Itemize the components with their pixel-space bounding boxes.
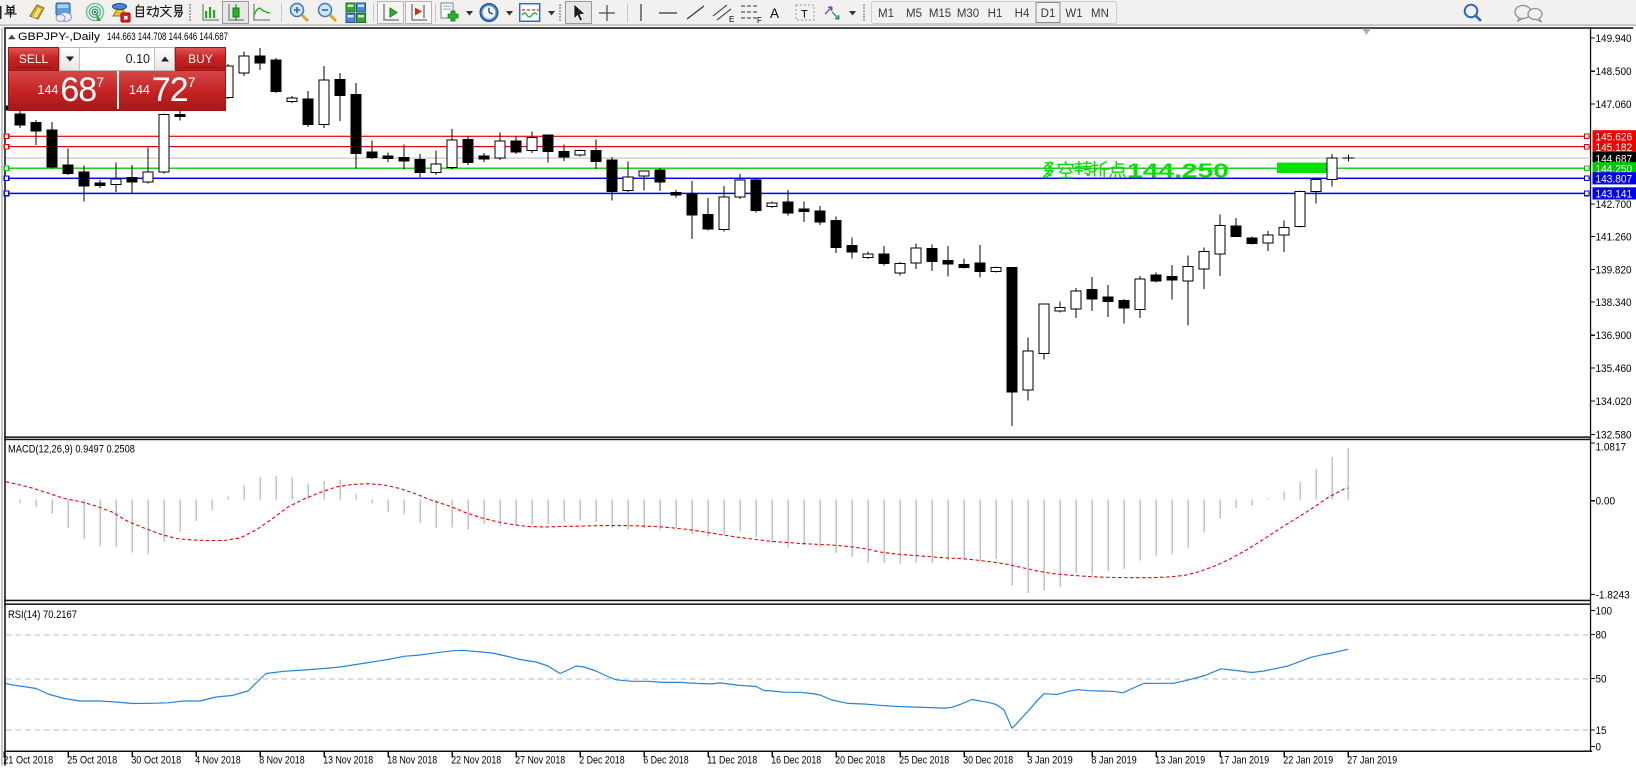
svg-text:0.00: 0.00 [1596,496,1616,508]
svg-text:144.663 144.708 144.646 144.68: 144.663 144.708 144.646 144.687 [107,31,228,43]
svg-text:-1.8243: -1.8243 [1596,589,1630,601]
svg-text:100: 100 [1596,606,1613,618]
svg-text:2 Dec 2018: 2 Dec 2018 [579,755,625,767]
svg-text:138.340: 138.340 [1596,297,1632,309]
svg-text:132.580: 132.580 [1596,429,1632,441]
svg-text:T: T [801,9,808,21]
svg-text:144.250: 144.250 [1127,160,1229,182]
svg-text:18 Nov 2018: 18 Nov 2018 [387,755,437,767]
svg-text:0: 0 [1596,741,1602,753]
svg-text:147.060: 147.060 [1596,99,1632,111]
svg-text:22 Nov 2018: 22 Nov 2018 [451,755,501,767]
svg-text:20 Dec 2018: 20 Dec 2018 [835,755,885,767]
svg-text:GBPJPY-,Daily: GBPJPY-,Daily [18,31,100,43]
svg-text:135.460: 135.460 [1596,363,1632,375]
svg-text:13 Jan 2019: 13 Jan 2019 [1155,755,1205,767]
svg-text:17 Jan 2019: 17 Jan 2019 [1219,755,1269,767]
svg-text:M15: M15 [929,8,951,20]
svg-text:RSI(14) 70.2167: RSI(14) 70.2167 [8,609,77,621]
svg-text:3 Jan 2019: 3 Jan 2019 [1027,755,1073,767]
svg-text:134.020: 134.020 [1596,396,1632,408]
svg-text:25 Dec 2018: 25 Dec 2018 [899,755,949,767]
svg-text:143.141: 143.141 [1596,189,1633,201]
svg-text:16 Dec 2018: 16 Dec 2018 [771,755,821,767]
svg-text:1.0817: 1.0817 [1596,442,1627,454]
svg-text:F: F [757,16,762,25]
svg-text:149.940: 149.940 [1596,33,1632,45]
svg-text:22 Jan 2019: 22 Jan 2019 [1283,755,1333,767]
svg-text:M1: M1 [878,8,894,20]
svg-text:4 Nov 2018: 4 Nov 2018 [195,755,241,767]
svg-text:50: 50 [1596,673,1607,685]
svg-text:139.820: 139.820 [1596,264,1632,276]
svg-text:MN: MN [1091,8,1109,20]
svg-text:141.260: 141.260 [1596,231,1632,243]
svg-text:MACD(12,26,9) 0.9497 0.2508: MACD(12,26,9) 0.9497 0.2508 [8,444,135,456]
svg-text:M30: M30 [957,8,979,20]
svg-text:13 Nov 2018: 13 Nov 2018 [323,755,373,767]
svg-text:80: 80 [1596,629,1607,641]
svg-text:27 Nov 2018: 27 Nov 2018 [515,755,565,767]
svg-text:D1: D1 [1041,8,1056,20]
svg-text:H4: H4 [1015,8,1030,20]
svg-text:136.900: 136.900 [1596,330,1632,342]
svg-text:27 Jan 2019: 27 Jan 2019 [1347,755,1397,767]
svg-text:21 Oct 2018: 21 Oct 2018 [3,755,53,767]
svg-text:8 Jan 2019: 8 Jan 2019 [1091,755,1137,767]
svg-text:H1: H1 [988,8,1003,20]
svg-text:E: E [729,15,734,24]
svg-text:15: 15 [1596,725,1607,737]
svg-text:30 Oct 2018: 30 Oct 2018 [131,755,181,767]
svg-text:25 Oct 2018: 25 Oct 2018 [67,755,117,767]
svg-text:143.807: 143.807 [1596,174,1633,186]
svg-text:W1: W1 [1065,8,1082,20]
svg-text:A: A [770,6,779,21]
svg-text:30 Dec 2018: 30 Dec 2018 [963,755,1013,767]
svg-text:148.500: 148.500 [1596,66,1632,78]
svg-text:8 Nov 2018: 8 Nov 2018 [259,755,305,767]
svg-text:11 Dec 2018: 11 Dec 2018 [707,755,757,767]
svg-text:M5: M5 [906,8,922,20]
svg-text:6 Dec 2018: 6 Dec 2018 [643,755,689,767]
